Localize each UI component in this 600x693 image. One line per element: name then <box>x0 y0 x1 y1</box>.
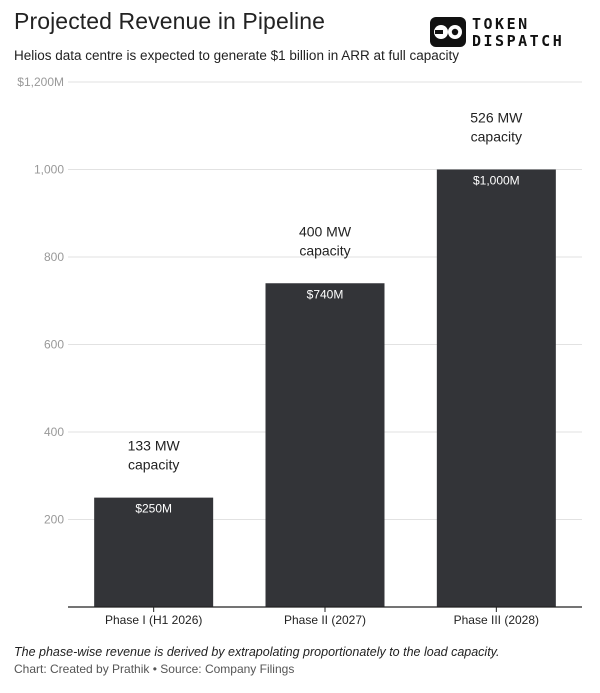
bar-labels: $250M 133 MW capacity $740M 400 MW capacity $1… <box>128 110 524 516</box>
capacity-annotation-line2: capacity <box>299 242 350 258</box>
chart-credit: Chart: Created by Prathik • Source: Comp… <box>14 662 295 676</box>
y-tick-label: $1,200M <box>17 75 64 89</box>
capacity-annotation-line1: 400 MW <box>299 223 352 239</box>
x-category-label: Phase I (H1 2026) <box>105 613 202 627</box>
logo-wordmark-line2: DISPATCH <box>472 32 565 50</box>
footnote: The phase-wise revenue is derived by ext… <box>14 645 500 659</box>
bar-chart: 200 400 600 800 1,000 $1,200M $250M 133 MW capa… <box>17 75 582 627</box>
bar <box>265 283 385 607</box>
capacity-annotation-line2: capacity <box>128 457 179 473</box>
y-axis-ticks: 200 400 600 800 1,000 $1,200M <box>17 75 64 527</box>
eyes-logo-icon <box>430 17 466 47</box>
x-category-label: Phase II (2027) <box>284 613 366 627</box>
capacity-annotation-line2: capacity <box>471 129 522 145</box>
bar-value-label: $740M <box>307 287 344 301</box>
bar <box>436 169 556 607</box>
capacity-annotation-line1: 133 MW <box>128 438 181 454</box>
capacity-annotation-line1: 526 MW <box>470 110 523 126</box>
x-axis-category-labels: Phase I (H1 2026) Phase II (2027) Phase II… <box>105 607 539 627</box>
y-tick-label: 200 <box>44 513 64 527</box>
x-category-label: Phase III (2028) <box>454 613 539 627</box>
bar-value-label: $1,000M <box>473 174 520 188</box>
token-dispatch-logo: TOKEN DISPATCH <box>430 15 582 50</box>
y-tick-label: 600 <box>44 338 64 352</box>
bar-value-label: $250M <box>135 502 172 516</box>
y-tick-label: 400 <box>44 425 64 439</box>
chart-title: Projected Revenue in Pipeline <box>14 8 326 34</box>
chart-subtitle: Helios data centre is expected to genera… <box>14 48 460 63</box>
logo-wordmark-line1: TOKEN <box>472 15 530 33</box>
bars <box>94 169 556 607</box>
y-tick-label: 1,000 <box>34 163 64 177</box>
y-tick-label: 800 <box>44 250 64 264</box>
bar <box>94 497 214 607</box>
